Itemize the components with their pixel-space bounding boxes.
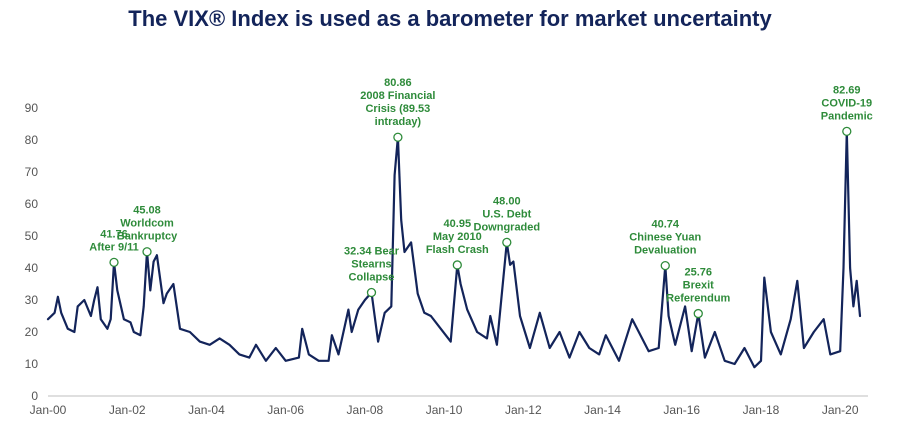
y-tick-label: 90 bbox=[25, 101, 39, 115]
annotation-marker bbox=[109, 257, 119, 268]
annotation-marker bbox=[693, 308, 703, 319]
annotation-label: Brexit bbox=[683, 280, 715, 292]
annotation-label: Crisis (89.53 bbox=[365, 103, 430, 115]
y-tick-label: 10 bbox=[25, 357, 39, 371]
x-tick-label: Jan-14 bbox=[584, 403, 621, 417]
x-tick-label: Jan-08 bbox=[347, 403, 384, 417]
x-tick-label: Jan-18 bbox=[743, 403, 780, 417]
annotation-marker bbox=[452, 260, 462, 270]
y-tick-label: 30 bbox=[25, 293, 39, 307]
annotation-label: Worldcom bbox=[120, 218, 174, 230]
y-tick-label: 60 bbox=[25, 197, 39, 211]
annotation-label: 40.95 bbox=[444, 218, 472, 230]
annotation-marker bbox=[142, 247, 152, 257]
x-tick-label: Jan-04 bbox=[188, 403, 225, 417]
annotation-label: Flash Crash bbox=[426, 244, 489, 256]
annotation-label: COVID-19 bbox=[821, 97, 872, 109]
x-tick-label: Jan-00 bbox=[30, 403, 67, 417]
annotation-label: Bankruptcy bbox=[117, 231, 178, 243]
annotation-label: U.S. Debt bbox=[482, 208, 531, 220]
annotation-marker bbox=[393, 132, 403, 142]
annotation-label: Downgraded bbox=[474, 221, 541, 233]
annotation-label: 2008 Financial bbox=[360, 90, 435, 102]
annotation-marker bbox=[842, 126, 852, 137]
chart-title: The VIX® Index is used as a barometer fo… bbox=[128, 6, 772, 31]
annotation-marker bbox=[502, 237, 512, 248]
x-tick-label: Jan-02 bbox=[109, 403, 146, 417]
x-tick-label: Jan-16 bbox=[663, 403, 700, 417]
annotation-label: 48.00 bbox=[493, 195, 521, 207]
y-tick-label: 50 bbox=[25, 229, 39, 243]
y-tick-label: 80 bbox=[25, 133, 39, 147]
vix-series-line bbox=[46, 130, 862, 369]
annotation-label: Referendum bbox=[666, 293, 730, 305]
annotation-label: 32.34 Bear bbox=[344, 246, 400, 258]
annotation-label: 25.76 bbox=[684, 267, 712, 279]
x-tick-label: Jan-12 bbox=[505, 403, 542, 417]
y-tick-label: 40 bbox=[25, 261, 39, 275]
annotation-label: 45.08 bbox=[133, 205, 161, 217]
x-tick-label: Jan-06 bbox=[267, 403, 304, 417]
annotation-label: May 2010 bbox=[433, 231, 482, 243]
annotation-label: Devaluation bbox=[634, 245, 697, 257]
annotation-marker bbox=[660, 260, 670, 271]
annotation-marker bbox=[366, 287, 377, 298]
annotation-label: Collapse bbox=[349, 272, 395, 284]
annotation-label: 41.76 bbox=[100, 228, 128, 240]
x-tick-label: Jan-10 bbox=[426, 403, 463, 417]
x-tick-label: Jan-20 bbox=[822, 403, 859, 417]
annotation-label: intraday) bbox=[375, 116, 422, 128]
annotation-label: 40.74 bbox=[651, 219, 679, 231]
annotation-label: Stearns bbox=[351, 259, 391, 271]
annotation-label: 80.86 bbox=[384, 77, 412, 89]
annotation-label: Chinese Yuan bbox=[629, 232, 701, 244]
y-tick-label: 20 bbox=[25, 325, 39, 339]
annotation-label: After 9/11 bbox=[89, 241, 139, 253]
y-tick-label: 70 bbox=[25, 165, 39, 179]
annotation-label: 82.69 bbox=[833, 84, 861, 96]
annotation-label: Pandemic bbox=[821, 110, 873, 122]
y-tick-label: 0 bbox=[31, 389, 38, 403]
